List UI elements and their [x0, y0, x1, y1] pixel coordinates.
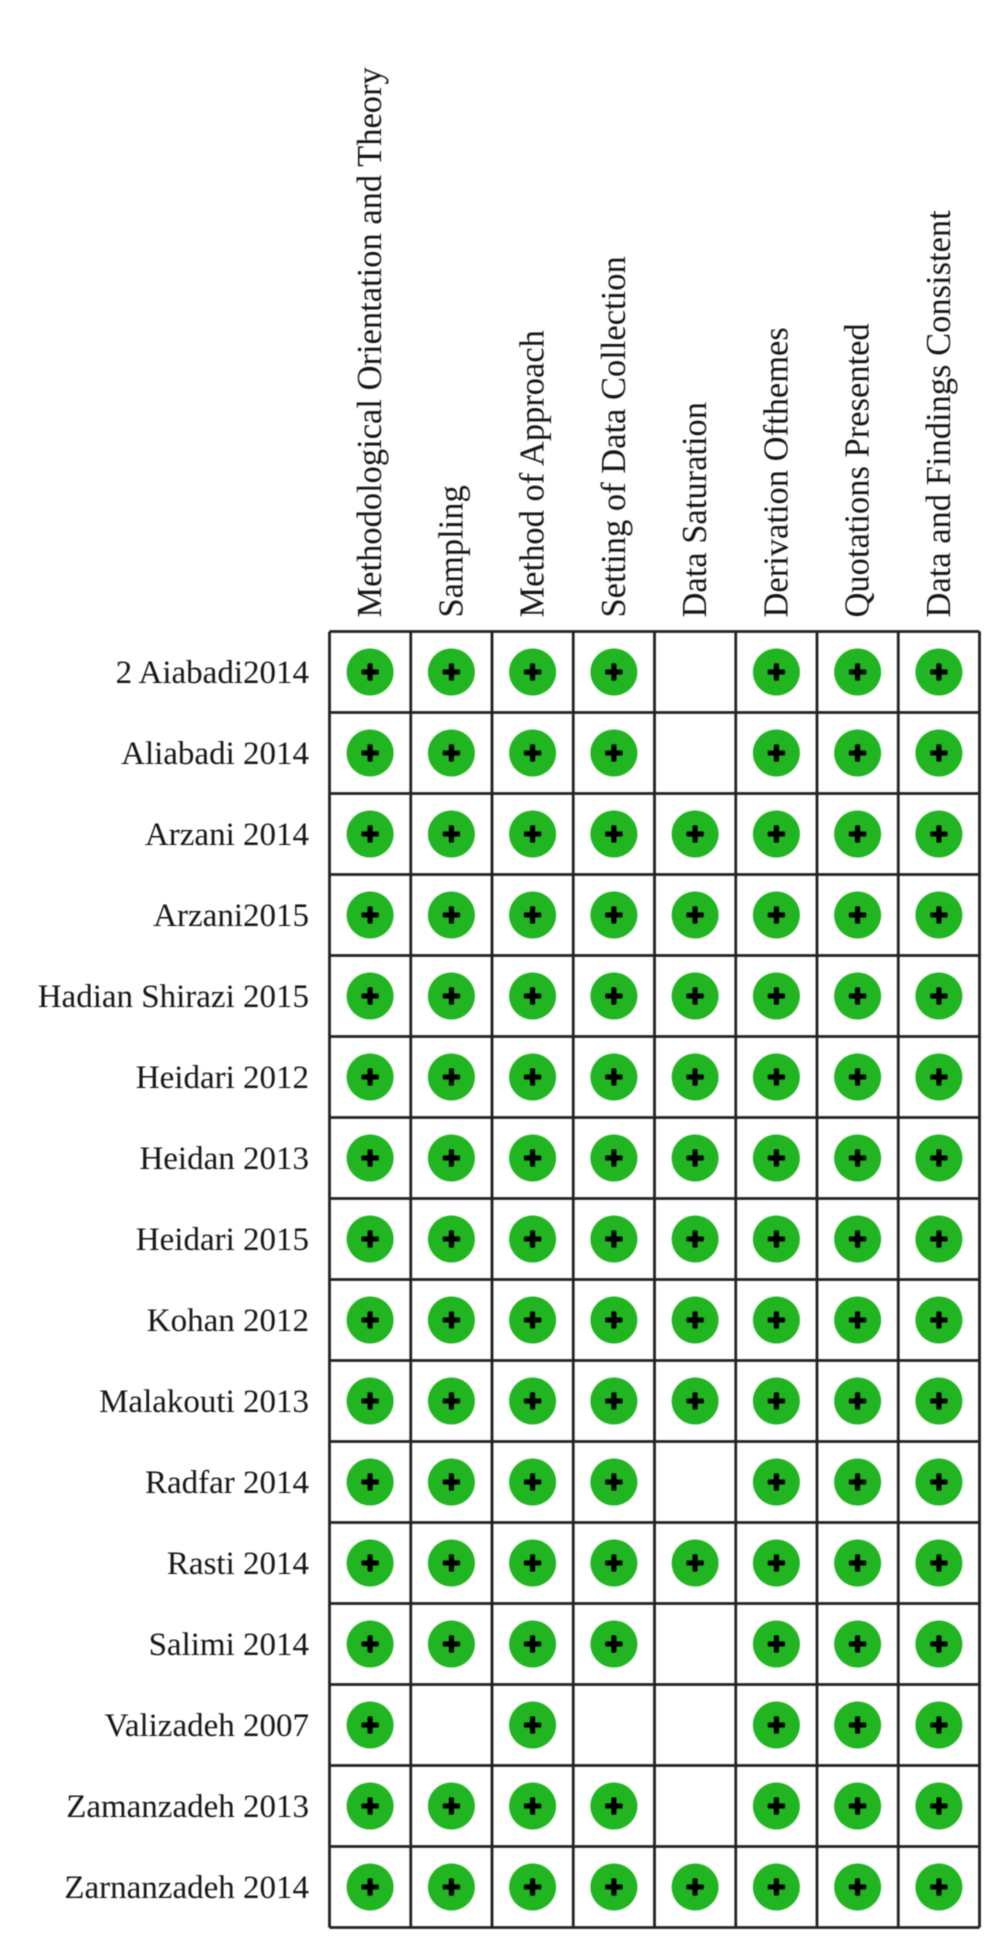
svg-text:Derivation Ofthemes: Derivation Ofthemes [757, 327, 795, 617]
svg-text:Zamanzadeh 2013: Zamanzadeh 2013 [66, 1789, 309, 1825]
svg-text:Hadian Shirazi 2015: Hadian Shirazi 2015 [38, 979, 309, 1015]
svg-text:Kohan 2012: Kohan 2012 [147, 1303, 309, 1339]
svg-text:Setting of Data Collection: Setting of Data Collection [595, 256, 633, 617]
svg-text:Salimi 2014: Salimi 2014 [149, 1627, 309, 1663]
svg-text:Zarnanzadeh 2014: Zarnanzadeh 2014 [64, 1870, 309, 1906]
svg-text:Rasti 2014: Rasti 2014 [167, 1546, 309, 1582]
svg-text:Arzani2015: Arzani2015 [153, 898, 309, 934]
svg-text:Heidari 2012: Heidari 2012 [136, 1060, 309, 1096]
svg-text:Radfar 2014: Radfar 2014 [145, 1465, 309, 1501]
svg-text:Quotations Presented: Quotations Presented [839, 323, 877, 617]
svg-text:Sampling: Sampling [432, 485, 470, 617]
svg-text:2 Aiabadi2014: 2 Aiabadi2014 [116, 655, 309, 691]
svg-text:Heidari 2015: Heidari 2015 [136, 1222, 309, 1258]
svg-text:Malakouti 2013: Malakouti 2013 [99, 1384, 309, 1420]
svg-text:Method of Approach: Method of Approach [514, 330, 552, 617]
svg-text:Aliabadi 2014: Aliabadi 2014 [121, 736, 309, 772]
svg-text:Data and Findings Consistent: Data and Findings Consistent [920, 210, 958, 618]
svg-text:Data Saturation: Data Saturation [676, 402, 714, 618]
svg-text:Methodological Orientation and: Methodological Orientation and Theory [351, 66, 389, 617]
svg-text:Heidan 2013: Heidan 2013 [139, 1141, 309, 1177]
svg-text:Valizadeh 2007: Valizadeh 2007 [105, 1708, 309, 1744]
svg-text:Arzani 2014: Arzani 2014 [145, 817, 309, 853]
